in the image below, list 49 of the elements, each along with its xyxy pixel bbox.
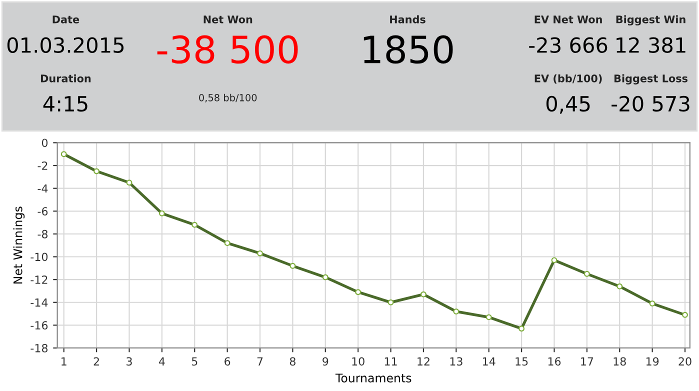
x-tick-label: 5 — [192, 357, 198, 366]
x-tick-label: 19 — [646, 357, 659, 366]
text: EV (bb/100) — [534, 74, 602, 84]
text: Biggest Loss — [614, 74, 688, 84]
text: 0,58 bb/100 — [199, 94, 257, 102]
y-tick-label: -10 — [30, 252, 48, 262]
y-tick-label: 0 — [42, 138, 48, 148]
y-tick-label: -16 — [30, 321, 48, 330]
text: 01.03.2015 — [7, 37, 124, 53]
text: 4:15 — [43, 96, 88, 112]
y-tick-label: -18 — [30, 344, 48, 352]
y-tick-label: -4 — [38, 184, 48, 193]
y-tick-label: -6 — [38, 207, 48, 216]
text: -20 573 — [612, 96, 690, 112]
x-tick-label: 2 — [94, 357, 99, 366]
text: 0,45 — [546, 96, 590, 114]
x-tick-label: 20 — [678, 357, 692, 366]
y-tick-label: -12 — [30, 276, 48, 284]
text: -38 500 — [157, 35, 298, 64]
y-tick-label: -14 — [30, 298, 48, 307]
x-tick-label: 13 — [450, 357, 462, 366]
x-tick-label: 18 — [614, 357, 626, 366]
text: Duration — [40, 74, 91, 82]
text: Biggest Win — [616, 15, 686, 26]
text: 1850 — [364, 35, 453, 64]
x-tick-label: 4 — [158, 357, 165, 366]
x-tick-label: 11 — [384, 357, 397, 366]
x-tick-label: 7 — [257, 357, 263, 366]
text: Hands — [390, 15, 426, 24]
x-tick-label: 10 — [352, 357, 364, 366]
x-tick-label: 6 — [224, 357, 230, 366]
x-tick-label: 14 — [483, 357, 496, 366]
x-tick-label: 1 — [62, 357, 66, 366]
x-tick-label: 8 — [290, 357, 296, 366]
text: 12 381 — [616, 37, 686, 53]
x-axis-title: Tournaments — [335, 374, 412, 382]
x-tick-label: 17 — [581, 357, 594, 366]
text: EV Net Won — [534, 16, 602, 24]
x-tick-label: 12 — [418, 357, 430, 366]
y-tick-label: -2 — [38, 162, 48, 170]
text: Net Won — [204, 16, 252, 24]
x-tick-label: 9 — [322, 357, 328, 366]
x-tick-label: 16 — [548, 357, 561, 366]
text: -23 666 — [529, 37, 608, 53]
x-tick-label: 15 — [516, 357, 528, 366]
y-axis-title: Net Winnings — [13, 206, 25, 284]
y-tick-label: -8 — [38, 230, 48, 238]
x-tick-label: 3 — [126, 357, 132, 366]
text: Date — [52, 16, 80, 24]
